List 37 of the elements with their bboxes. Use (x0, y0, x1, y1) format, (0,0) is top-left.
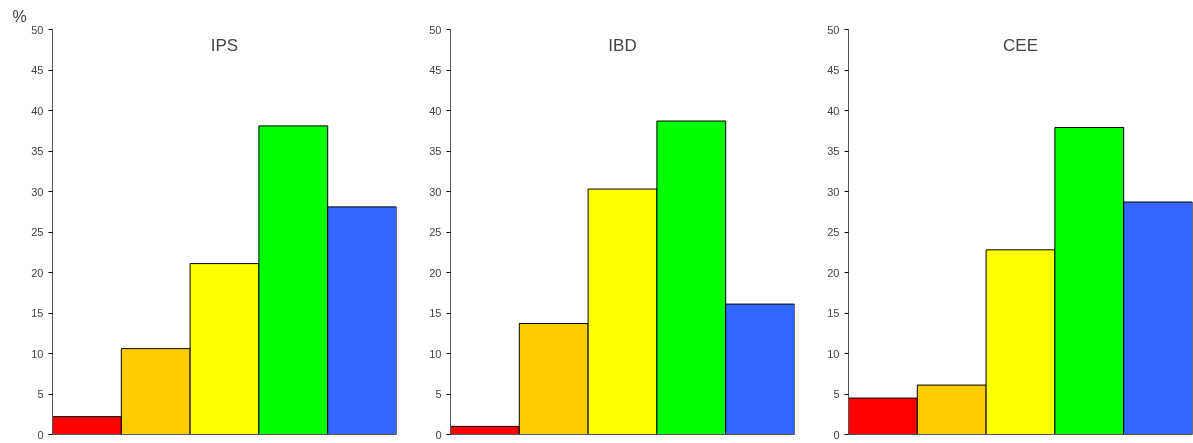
y-tick-label: 25 (429, 226, 442, 238)
y-tick-label: 50 (31, 23, 44, 36)
y-tick-label: 5 (435, 388, 442, 400)
y-axis-title: % (12, 7, 27, 25)
y-tick-label: 45 (827, 64, 840, 76)
y-tick-label: 10 (429, 347, 442, 360)
chart-title: IPS (210, 35, 239, 55)
y-tick-label: 20 (827, 266, 840, 279)
y-tick-label: 0 (435, 428, 442, 441)
y-tick-label: 30 (827, 185, 840, 198)
y-tick-label: 15 (827, 307, 840, 319)
y-tick-label: 40 (429, 104, 442, 117)
y-tick-label: 45 (429, 64, 442, 76)
y-tick-label: 15 (429, 307, 442, 319)
y-tick-label: 40 (31, 104, 44, 117)
y-tick-label: 35 (429, 145, 442, 157)
y-tick-label: 20 (31, 266, 44, 279)
y-tick-label: 25 (827, 226, 840, 238)
y-tick-label: 35 (827, 145, 840, 157)
y-tick-label: 40 (827, 104, 840, 117)
y-tick-label: 10 (827, 347, 840, 360)
y-tick-label: 0 (37, 428, 44, 441)
y-tick-label: 50 (429, 23, 442, 36)
y-tick-label: 20 (429, 266, 442, 279)
y-tick-label: 35 (31, 145, 44, 157)
y-tick-label: 30 (31, 185, 44, 198)
y-tick-label: 25 (31, 226, 44, 238)
y-tick-label: 50 (827, 23, 840, 36)
y-tick-label: 0 (833, 428, 840, 441)
y-tick-label: 15 (31, 307, 44, 319)
y-tick-label: 5 (37, 388, 44, 400)
y-tick-label: 5 (833, 388, 840, 400)
chart-title: IBD (608, 35, 637, 55)
y-tick-label: 45 (31, 64, 44, 76)
y-tick-label: 30 (429, 185, 442, 198)
chart-title: CEE (1003, 35, 1038, 55)
y-tick-label: 10 (31, 347, 44, 360)
